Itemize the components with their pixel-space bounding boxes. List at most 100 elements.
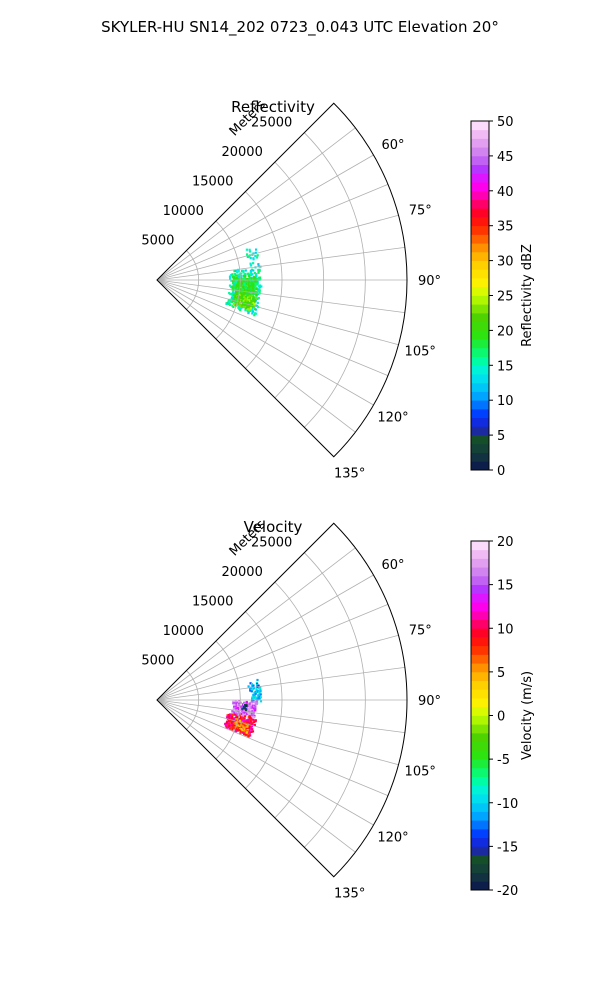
- echo-cell: [245, 304, 248, 307]
- echo-cell: [235, 719, 238, 722]
- echo-cell: [256, 678, 259, 682]
- echo-cell: [255, 312, 258, 315]
- colorbar-swatch: [471, 593, 489, 603]
- echo-cell: [238, 703, 241, 707]
- azimuth-tick-label: 120°: [377, 830, 408, 845]
- echo-cell: [248, 248, 251, 251]
- echo-cell: [252, 718, 255, 721]
- colorbar-swatch: [471, 680, 489, 690]
- echo-cell: [257, 285, 260, 288]
- echo-cell: [251, 706, 254, 709]
- echo-cell: [229, 277, 232, 280]
- echo-cell: [245, 733, 248, 737]
- echo-cell: [250, 707, 253, 710]
- echo-cell: [230, 724, 233, 727]
- echo-cell: [253, 296, 256, 299]
- echo-cell: [251, 285, 255, 288]
- colorbar-swatch: [471, 689, 489, 699]
- echo-cell: [243, 727, 246, 730]
- echo-cell: [233, 277, 236, 280]
- echo-cell: [245, 284, 248, 288]
- echo-cell: [235, 726, 238, 729]
- azimuth-gridline: [156, 699, 389, 797]
- colorbar-swatch: [471, 408, 489, 419]
- echo-cell: [252, 289, 255, 292]
- echo-cell: [254, 296, 257, 299]
- echo-cell: [259, 687, 262, 690]
- echo-cell: [229, 727, 232, 730]
- echo-cell: [251, 696, 254, 699]
- echo-cell: [241, 269, 244, 272]
- echo-cell: [251, 273, 254, 276]
- colorbar-swatch: [471, 872, 489, 882]
- echo-cell: [229, 713, 232, 716]
- echo-cell: [226, 726, 229, 729]
- echo-cell: [253, 283, 256, 286]
- echo-cell: [256, 696, 259, 699]
- echo-cell: [257, 686, 260, 689]
- echo-cell: [253, 277, 256, 281]
- echo-cell: [249, 723, 252, 726]
- colorbar-tick-label: 25: [497, 290, 514, 305]
- echo-cell: [246, 308, 250, 311]
- echo-cell: [233, 270, 236, 273]
- echo-cell: [248, 308, 251, 311]
- colorbar-swatch: [471, 391, 489, 401]
- echo-cell: [243, 718, 246, 721]
- echo-cell: [239, 309, 242, 312]
- echo-cell: [247, 735, 250, 738]
- echo-cell: [228, 720, 231, 723]
- echo-cell: [240, 726, 243, 729]
- echo-cell: [242, 725, 245, 728]
- echo-cell: [258, 693, 261, 696]
- colorbar-label: Reflectivity dBZ: [520, 244, 535, 347]
- echo-cell: [235, 282, 238, 285]
- echo-cell: [236, 304, 239, 307]
- azimuth-tick-label: 90°: [418, 694, 441, 709]
- colorbar: -20 -15 -10 -5 0 5 10 15 20 Velocity (m/s): [470, 535, 535, 899]
- echo-cell: [250, 690, 253, 693]
- echo-cell: [243, 278, 246, 281]
- echo-cell: [235, 280, 238, 283]
- colorbar-tick-label: 5: [497, 429, 505, 444]
- echo-cell: [230, 300, 233, 303]
- azimuth-gridline: [156, 246, 405, 281]
- echo-cell: [244, 709, 248, 712]
- echo-cell: [252, 693, 255, 696]
- echo-cell: [235, 277, 238, 280]
- echo-cell: [238, 729, 241, 732]
- echo-cell: [242, 705, 245, 708]
- echo-cell: [249, 689, 252, 692]
- echo-cell: [249, 307, 252, 310]
- colorbar-swatch: [471, 426, 489, 436]
- echo-cell: [241, 304, 244, 307]
- colorbar-swatch: [471, 443, 489, 453]
- echo-cell: [235, 291, 238, 294]
- echo-cell: [238, 296, 241, 299]
- echo-cell: [227, 720, 230, 723]
- colorbar-swatch: [471, 208, 489, 218]
- colorbar-swatch: [471, 820, 489, 830]
- echo-cell: [245, 720, 248, 723]
- echo-cell: [256, 301, 259, 304]
- radial-tick-label: 20000: [221, 565, 262, 580]
- echo-cell: [238, 297, 241, 300]
- echo-cell: [242, 271, 245, 274]
- echo-cell: [243, 274, 246, 277]
- colorbar-swatch: [471, 776, 489, 786]
- echo-cell: [240, 283, 243, 286]
- echo-cell: [252, 709, 255, 712]
- colorbar-swatch: [471, 802, 489, 812]
- azimuth-gridline: [156, 603, 389, 701]
- echo-cell: [229, 303, 232, 307]
- echo-cell: [246, 287, 249, 290]
- colorbar-swatch: [471, 173, 489, 183]
- echo-cell: [250, 714, 254, 717]
- echo-cell: [245, 287, 248, 290]
- echo-cell: [235, 700, 238, 703]
- echo-cell: [255, 280, 258, 283]
- echo-cell: [237, 306, 240, 309]
- azimuth-tick-label: 75°: [409, 203, 432, 218]
- echo-cell: [259, 696, 262, 699]
